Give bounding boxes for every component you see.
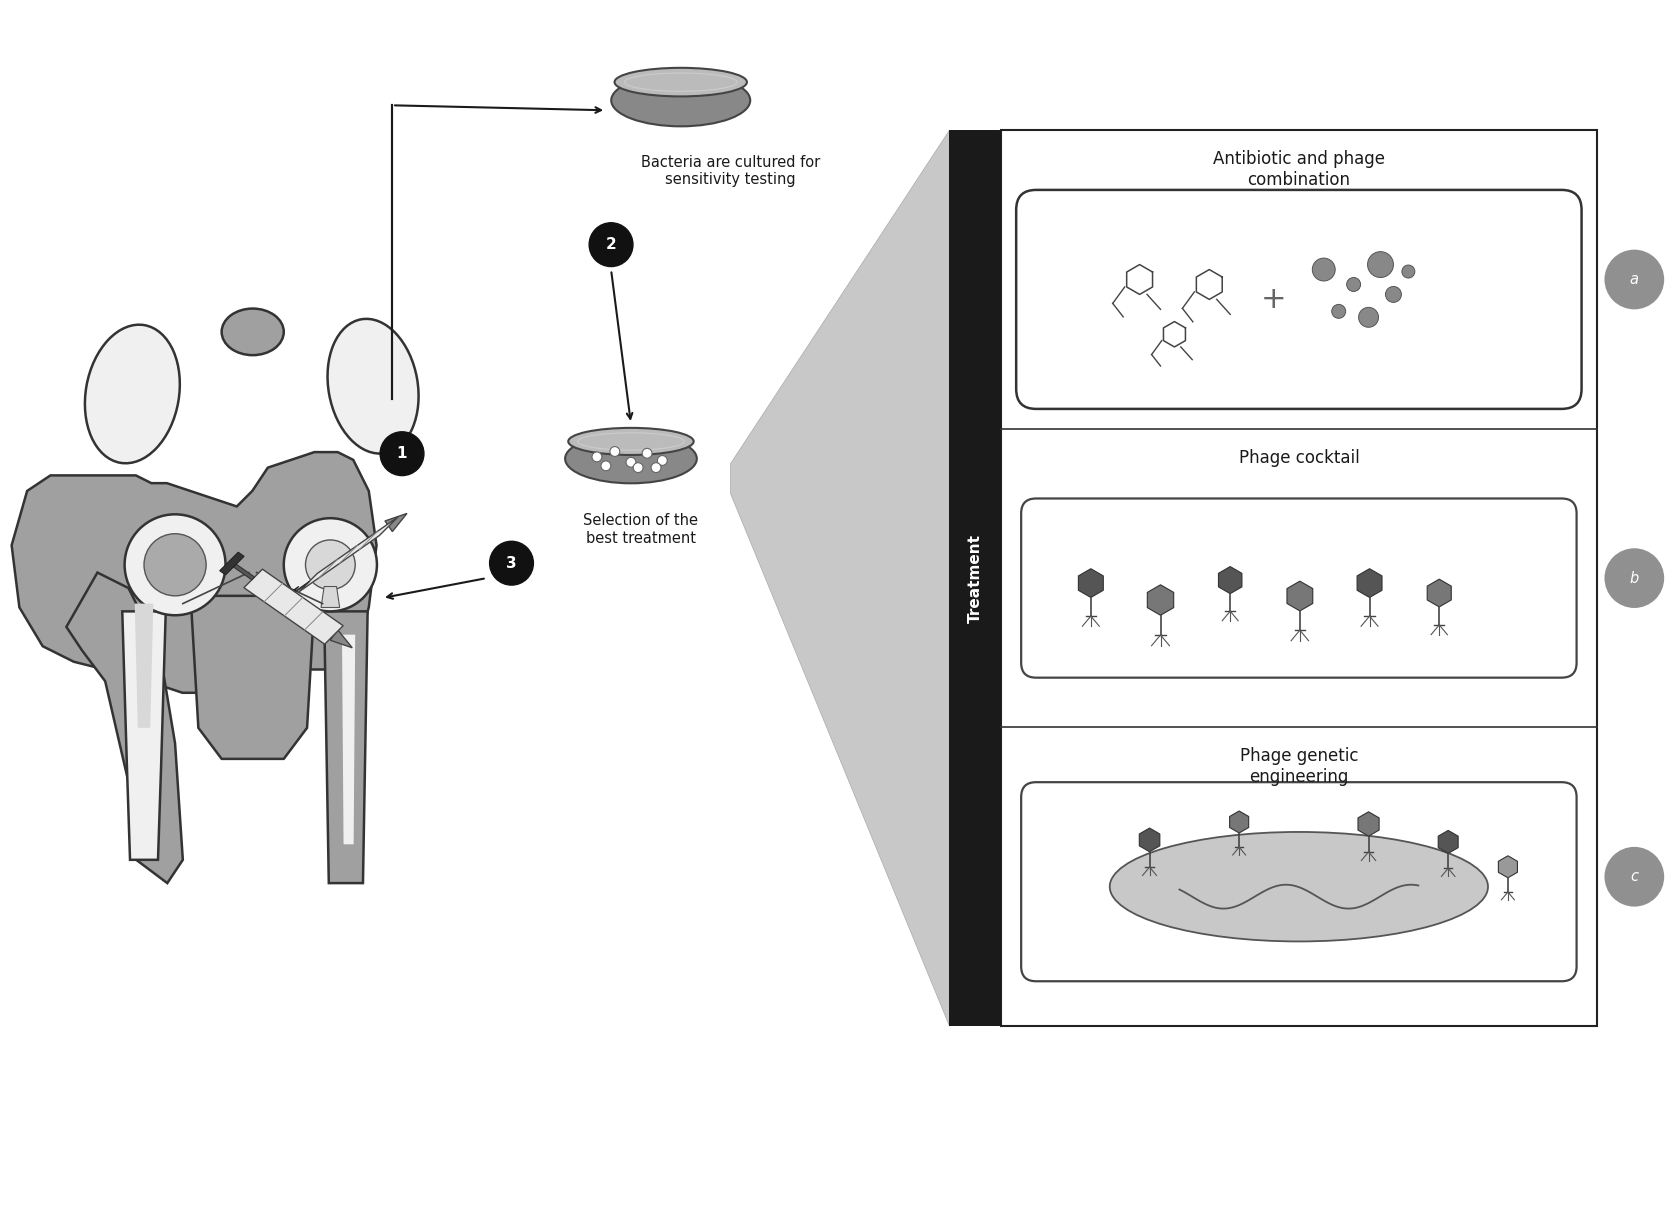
Circle shape <box>651 463 661 472</box>
Circle shape <box>124 515 225 615</box>
Polygon shape <box>1079 569 1104 598</box>
Bar <box>1002 130 1596 1026</box>
Circle shape <box>601 461 611 471</box>
Polygon shape <box>191 596 315 759</box>
Text: Phage genetic
engineering: Phage genetic engineering <box>1240 748 1358 786</box>
Polygon shape <box>1438 830 1458 853</box>
Text: Antibiotic and phage
combination: Antibiotic and phage combination <box>1213 150 1384 188</box>
Polygon shape <box>243 569 344 644</box>
Circle shape <box>284 518 378 611</box>
FancyBboxPatch shape <box>1022 782 1577 981</box>
Circle shape <box>490 541 534 585</box>
Polygon shape <box>342 634 356 844</box>
Polygon shape <box>1358 569 1383 598</box>
Text: 3: 3 <box>507 556 517 570</box>
Polygon shape <box>331 629 352 647</box>
Text: Phage cocktail: Phage cocktail <box>1238 448 1359 466</box>
Polygon shape <box>730 130 950 1026</box>
Text: Treatment: Treatment <box>968 534 983 622</box>
Ellipse shape <box>614 68 747 97</box>
Circle shape <box>1604 548 1665 608</box>
Ellipse shape <box>86 325 180 463</box>
Circle shape <box>1368 251 1393 278</box>
Ellipse shape <box>569 428 693 455</box>
Polygon shape <box>233 564 255 580</box>
Text: Bacteria are cultured for
sensitivity testing: Bacteria are cultured for sensitivity te… <box>641 155 821 187</box>
Text: Selection of the
best treatment: Selection of the best treatment <box>584 513 698 546</box>
Circle shape <box>1604 847 1665 906</box>
Polygon shape <box>220 552 243 575</box>
Polygon shape <box>1218 567 1242 593</box>
Polygon shape <box>1498 855 1517 878</box>
Text: c: c <box>1631 870 1638 884</box>
Circle shape <box>1386 286 1401 302</box>
Circle shape <box>381 431 425 476</box>
Polygon shape <box>67 573 183 883</box>
Text: b: b <box>1629 570 1639 586</box>
FancyBboxPatch shape <box>1022 499 1577 678</box>
Polygon shape <box>1139 827 1159 852</box>
Circle shape <box>1312 259 1336 281</box>
Polygon shape <box>289 581 309 597</box>
Circle shape <box>592 452 602 461</box>
Ellipse shape <box>1109 832 1488 941</box>
Text: 1: 1 <box>396 446 408 461</box>
Polygon shape <box>299 517 398 592</box>
Polygon shape <box>324 611 367 883</box>
Bar <box>950 130 1002 1026</box>
Polygon shape <box>134 604 153 728</box>
Polygon shape <box>122 611 166 860</box>
Circle shape <box>589 222 633 267</box>
Circle shape <box>609 447 619 457</box>
Polygon shape <box>1428 579 1451 606</box>
Ellipse shape <box>221 308 284 355</box>
Circle shape <box>626 458 636 467</box>
Polygon shape <box>1358 812 1379 836</box>
Ellipse shape <box>327 319 418 453</box>
Ellipse shape <box>611 75 750 127</box>
Circle shape <box>633 463 643 472</box>
Circle shape <box>658 455 668 465</box>
Circle shape <box>643 448 653 458</box>
Circle shape <box>1401 265 1415 278</box>
Circle shape <box>1332 304 1346 319</box>
Text: +: + <box>1262 285 1287 314</box>
Polygon shape <box>275 586 299 609</box>
Polygon shape <box>320 587 339 608</box>
Text: 2: 2 <box>606 237 616 252</box>
Polygon shape <box>12 452 376 693</box>
Polygon shape <box>1148 585 1173 615</box>
Circle shape <box>1347 278 1361 291</box>
FancyBboxPatch shape <box>1017 190 1582 408</box>
Circle shape <box>305 540 356 590</box>
Circle shape <box>144 534 206 596</box>
Circle shape <box>1359 307 1379 327</box>
Polygon shape <box>1287 581 1312 611</box>
Polygon shape <box>384 513 408 532</box>
Polygon shape <box>1230 811 1248 834</box>
Circle shape <box>1604 250 1665 309</box>
Text: a: a <box>1629 272 1639 288</box>
Ellipse shape <box>565 434 696 483</box>
